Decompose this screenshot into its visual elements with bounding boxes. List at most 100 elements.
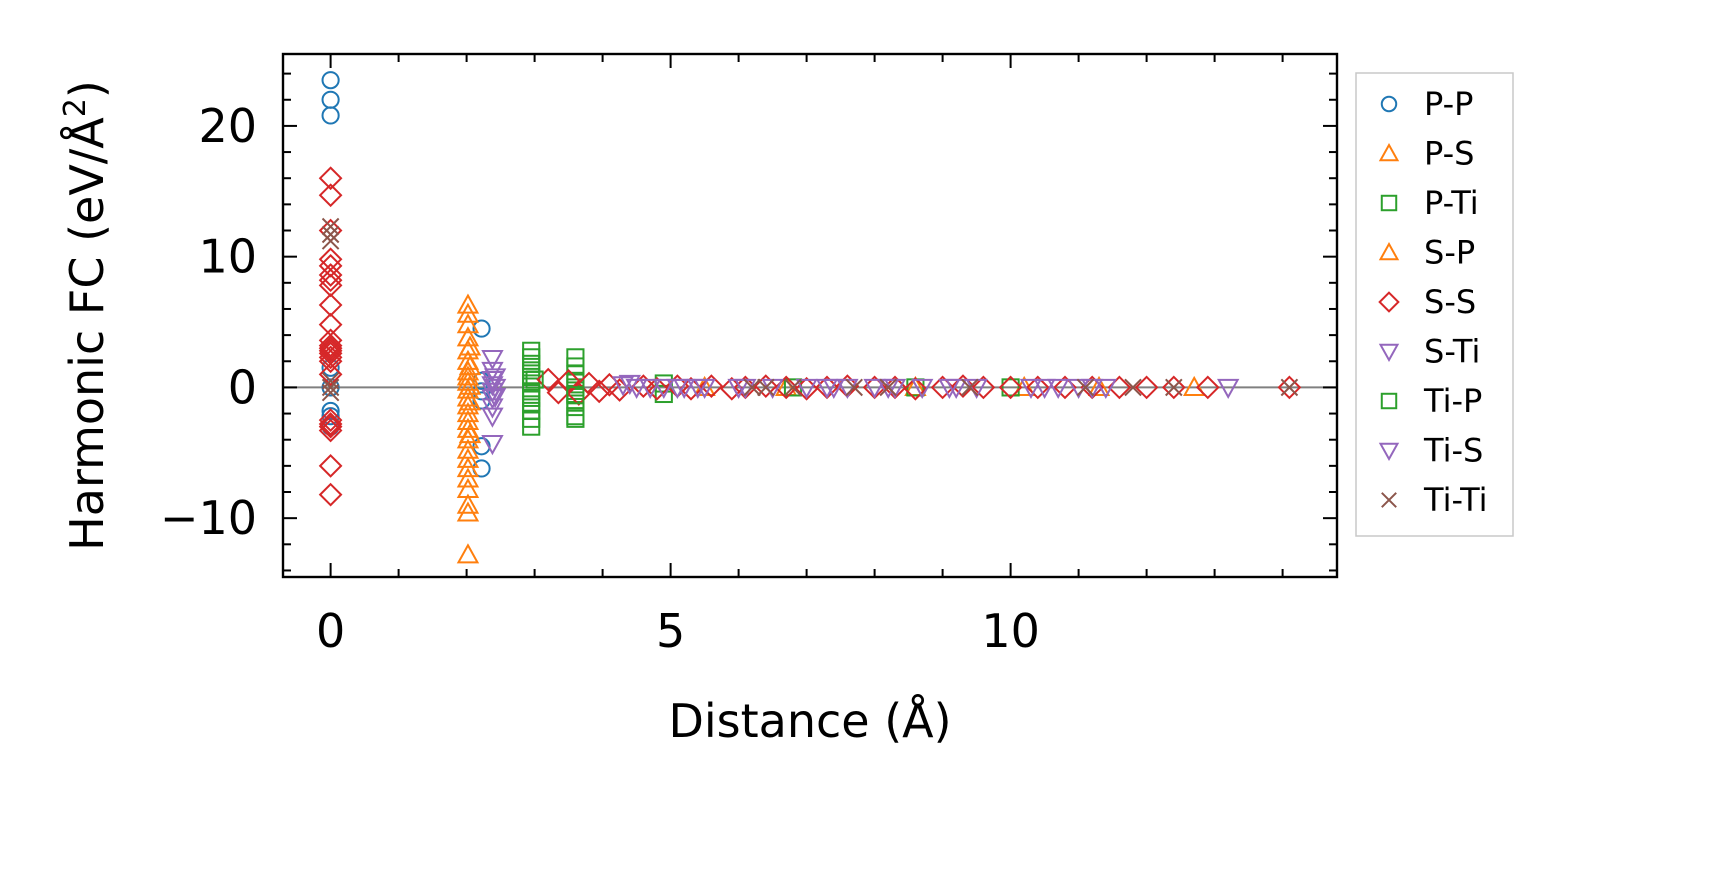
legend-label: S-Ti <box>1424 333 1480 371</box>
point-ti-s <box>945 378 968 399</box>
legend-marker <box>1380 392 1398 410</box>
point-s-s <box>318 338 343 363</box>
y-axis-label-superscript: 2 <box>58 98 93 117</box>
point-s-s <box>318 349 343 374</box>
point-p-s <box>456 313 480 334</box>
point-s-s <box>318 482 343 507</box>
data-markers <box>283 71 1337 564</box>
y-axis-label: Harmonic FC (eV/Å2) <box>58 80 114 551</box>
point-ti-p <box>525 370 544 389</box>
legend-label: Ti-P <box>1423 382 1482 420</box>
x-tick-label: 5 <box>656 604 685 658</box>
point-s-s <box>577 371 601 396</box>
point-s-s <box>318 453 343 478</box>
point-s-s <box>318 263 343 287</box>
legend-label: Ti-Ti <box>1423 481 1488 519</box>
legend-label: P-P <box>1424 85 1473 123</box>
point-ti-s <box>795 378 818 399</box>
point-ti-s <box>673 378 696 399</box>
point-p-p <box>321 106 340 125</box>
series-ti-ti <box>321 217 1299 402</box>
point-s-ti <box>481 376 504 397</box>
point-s-ti <box>481 435 504 456</box>
point-s-ti <box>481 350 504 371</box>
legend-label: Ti-S <box>1423 432 1483 470</box>
point-p-s <box>456 365 480 386</box>
point-s-s <box>903 376 928 401</box>
point-s-s <box>587 379 612 404</box>
legend-marker <box>1378 442 1400 462</box>
x-axis-label: Distance (Å) <box>668 694 951 748</box>
point-p-p <box>472 319 491 338</box>
point-s-p <box>458 390 482 411</box>
legend: P-P P-S P-Ti S-P S-S S-Ti Ti-P Ti-S Ti-Ti <box>1355 72 1514 537</box>
point-p-ti <box>522 417 541 436</box>
point-s-s <box>318 345 343 370</box>
point-s-s <box>951 374 975 398</box>
point-ti-s <box>911 378 934 399</box>
point-s-s <box>318 333 343 358</box>
point-s-s <box>1161 375 1186 400</box>
point-ti-ti <box>1076 378 1095 397</box>
point-s-s <box>318 414 343 439</box>
x-tick-label: 0 <box>316 604 345 658</box>
legend-marker <box>1378 343 1400 363</box>
point-s-s <box>318 362 343 387</box>
point-ti-ti <box>757 378 775 397</box>
point-s-s <box>753 374 778 398</box>
point-s-s <box>1195 375 1220 400</box>
series-ti-p <box>525 370 585 405</box>
point-p-s <box>456 543 480 564</box>
point-ti-s <box>611 376 635 397</box>
legend-entry: P-P <box>1380 85 1473 123</box>
point-s-s <box>1277 375 1302 400</box>
point-ti-ti <box>1280 378 1299 397</box>
legend-marker <box>1378 291 1400 313</box>
point-p-p <box>321 378 340 397</box>
axis-ticks <box>283 54 1337 577</box>
y-tick-label: −10 <box>160 491 257 545</box>
point-ti-s <box>727 378 750 399</box>
point-ti-s <box>693 378 716 399</box>
point-s-s <box>318 418 343 443</box>
point-ti-p <box>566 386 585 405</box>
point-ti-ti <box>879 378 897 397</box>
plot-frame <box>281 52 1339 579</box>
legend-entry: Ti-P <box>1380 382 1482 420</box>
y-axis-label-main: Harmonic FC (eV/Å <box>60 117 114 551</box>
legend-label: P-S <box>1424 135 1474 173</box>
point-p-ti <box>566 397 585 417</box>
legend-entry: Ti-Ti <box>1381 481 1488 519</box>
point-p-s <box>456 501 480 522</box>
point-ti-s <box>1047 378 1070 399</box>
x-tick-label: 10 <box>981 604 1040 658</box>
point-s-s <box>998 375 1023 400</box>
point-p-s <box>1087 375 1111 397</box>
point-p-s <box>456 447 480 468</box>
point-s-p <box>458 422 482 444</box>
point-s-s <box>318 336 343 361</box>
legend-marker <box>1378 142 1400 162</box>
point-p-ti <box>1001 378 1020 397</box>
legend-entry: P-Ti <box>1380 184 1479 222</box>
legend-marker <box>1378 241 1400 261</box>
y-tick-label: 10 <box>198 230 257 284</box>
point-p-p <box>321 407 340 426</box>
point-ti-ti <box>784 378 802 397</box>
point-p-s <box>456 493 480 514</box>
point-p-s <box>456 456 480 478</box>
point-ti-ti <box>321 378 340 397</box>
point-ti-ti <box>1124 378 1142 397</box>
point-s-s <box>318 268 343 293</box>
point-s-s <box>1134 375 1159 400</box>
point-s-s <box>536 367 561 392</box>
legend-label: S-P <box>1424 234 1475 272</box>
point-s-p <box>458 354 482 376</box>
point-ti-ti <box>961 378 979 397</box>
point-s-s <box>318 183 343 208</box>
point-p-s <box>456 293 480 314</box>
point-ti-s <box>639 378 662 399</box>
legend-marker <box>1380 95 1398 113</box>
point-s-s <box>318 166 343 191</box>
point-ti-s <box>483 368 507 389</box>
